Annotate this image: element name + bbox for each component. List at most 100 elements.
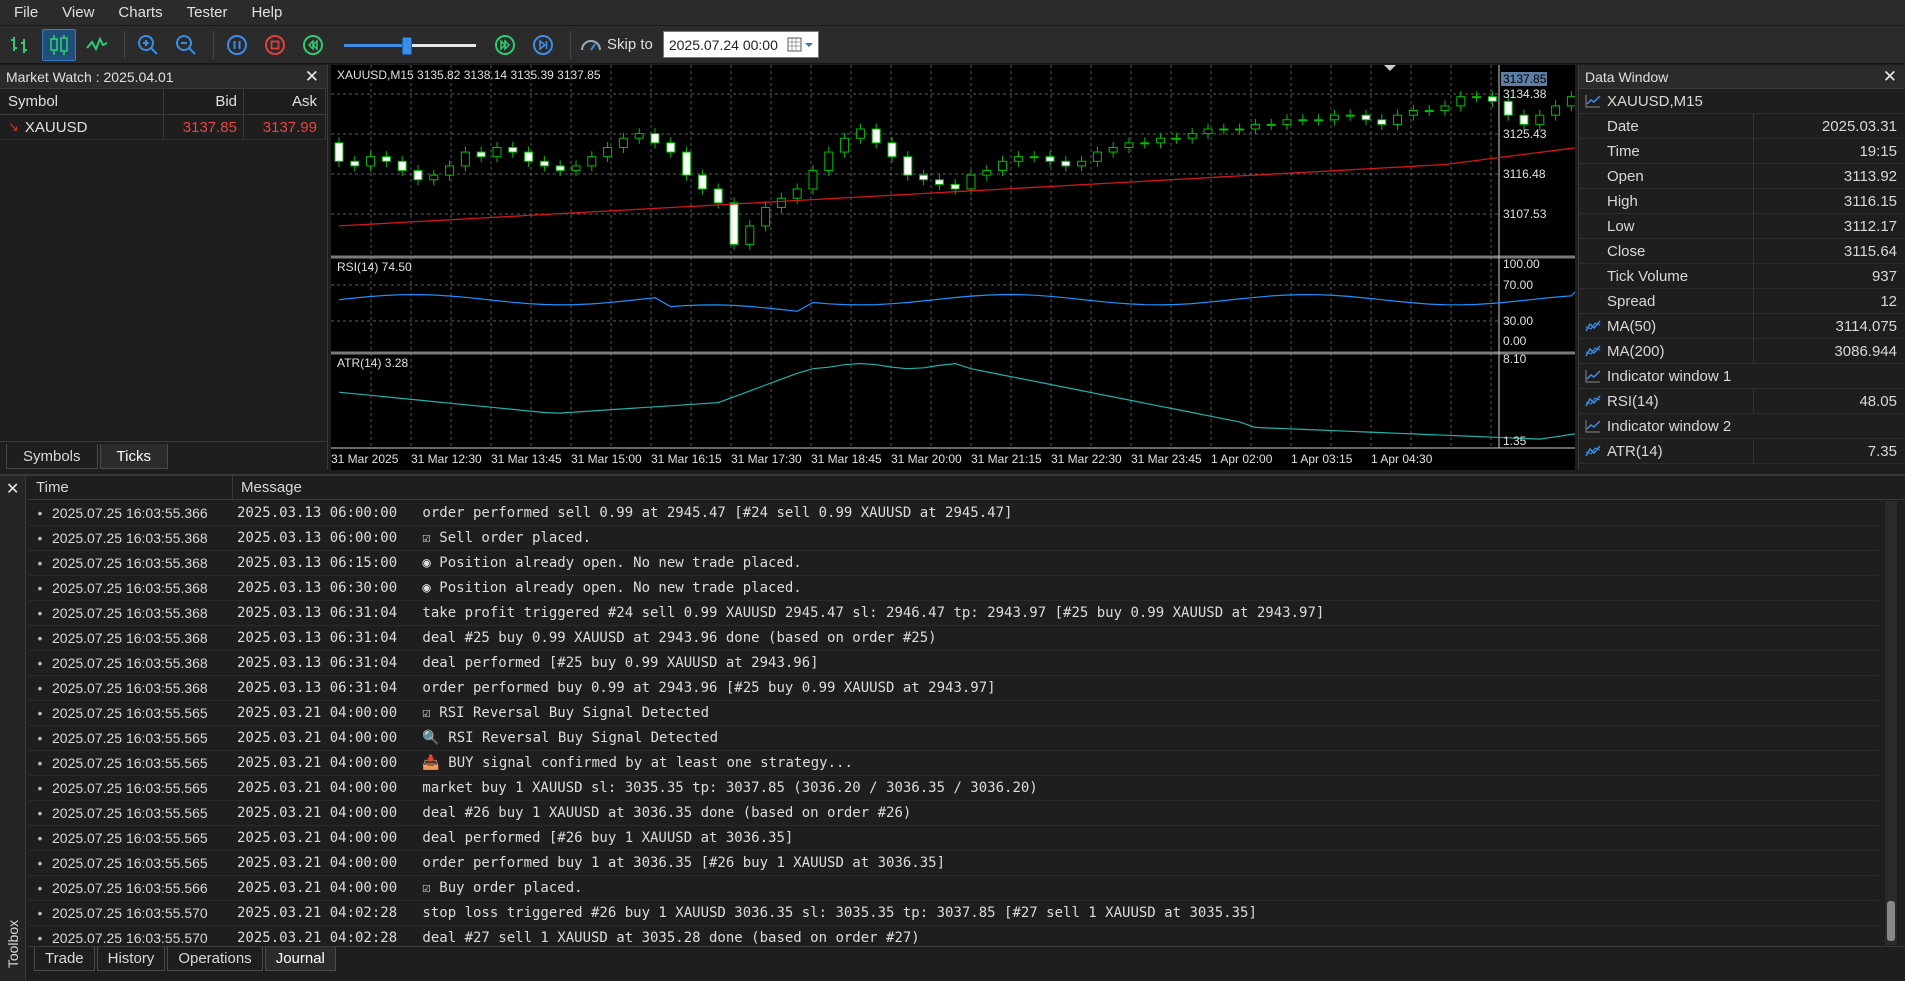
zoom-out-button[interactable] [169, 29, 203, 61]
candle[interactable] [1061, 160, 1071, 167]
candle[interactable] [1077, 160, 1087, 167]
candle[interactable] [1187, 133, 1197, 139]
journal-row[interactable]: • 2025.07.25 16:03:55.565 2025.03.21 04:00… [28, 701, 1878, 726]
candle[interactable] [334, 142, 344, 162]
tab-symbols[interactable]: Symbols [6, 444, 98, 469]
tab-operations[interactable]: Operations [167, 947, 263, 971]
data-window-row[interactable]: MA(50) 3114.075 [1579, 314, 1905, 339]
symbol-row[interactable]: ↘ XAUUSD 3137.85 3137.99 [0, 115, 327, 140]
candle[interactable] [1377, 119, 1387, 125]
tab-ticks[interactable]: Ticks [99, 444, 168, 469]
candle[interactable] [887, 142, 897, 158]
candle[interactable] [682, 151, 692, 176]
journal-row[interactable]: • 2025.07.25 16:03:55.565 2025.03.21 04:00… [28, 826, 1878, 851]
candle[interactable] [1424, 110, 1434, 113]
candle[interactable] [1171, 137, 1181, 140]
column-message[interactable]: Message [241, 479, 302, 496]
candle[interactable] [539, 160, 549, 167]
journal-row[interactable]: • 2025.07.25 16:03:55.566 2025.03.21 04:00… [28, 876, 1878, 901]
journal-row[interactable]: • 2025.07.25 16:03:55.368 2025.03.13 06:31… [28, 601, 1878, 626]
candle[interactable] [1250, 123, 1260, 130]
data-window-row[interactable]: Spread 12 [1579, 289, 1905, 314]
candle[interactable] [855, 128, 865, 139]
candle[interactable] [460, 151, 470, 167]
journal-row[interactable]: • 2025.07.25 16:03:55.565 2025.03.21 04:00… [28, 776, 1878, 801]
indicator-window-2-row[interactable]: Indicator window 2 [1579, 414, 1905, 439]
candle[interactable] [1472, 96, 1482, 99]
bar-chart-button[interactable] [4, 29, 38, 61]
candle[interactable] [1566, 96, 1576, 107]
candle[interactable] [618, 137, 628, 148]
candle[interactable] [1140, 142, 1150, 145]
scrollbar-thumb[interactable] [1887, 901, 1895, 941]
candle[interactable] [381, 156, 391, 162]
candle[interactable] [1124, 142, 1134, 148]
journal-row[interactable]: • 2025.07.25 16:03:55.565 2025.03.21 04:00… [28, 851, 1878, 876]
journal-list[interactable]: • 2025.07.25 16:03:55.366 2025.03.13 06:00… [28, 501, 1878, 945]
candle[interactable] [634, 133, 644, 139]
menu-file[interactable]: File [14, 3, 39, 21]
candle[interactable] [397, 160, 407, 172]
candle[interactable] [982, 170, 992, 176]
candle[interactable] [1203, 128, 1213, 135]
column-symbol[interactable]: Symbol [0, 89, 164, 114]
column-time[interactable]: Time [28, 476, 233, 499]
journal-row[interactable]: • 2025.07.25 16:03:55.565 2025.03.21 04:00… [28, 801, 1878, 826]
column-ask[interactable]: Ask [244, 89, 326, 114]
candle[interactable] [1235, 128, 1245, 131]
data-window-row[interactable]: ATR(14) 7.35 [1579, 439, 1905, 464]
candle[interactable] [666, 142, 676, 153]
candle[interactable] [966, 174, 976, 190]
journal-row[interactable]: • 2025.07.25 16:03:55.368 2025.03.13 06:31… [28, 651, 1878, 676]
tab-journal[interactable]: Journal [264, 947, 336, 971]
journal-row[interactable]: • 2025.07.25 16:03:55.565 2025.03.21 04:00… [28, 726, 1878, 751]
journal-row[interactable]: • 2025.07.25 16:03:55.368 2025.03.13 06:00… [28, 526, 1878, 551]
candle[interactable] [871, 128, 881, 144]
journal-row[interactable]: • 2025.07.25 16:03:55.368 2025.03.13 06:30… [28, 576, 1878, 601]
candle[interactable] [745, 225, 755, 245]
candle[interactable] [366, 156, 376, 167]
candle[interactable] [1329, 114, 1339, 121]
candle[interactable] [919, 174, 929, 181]
candle[interactable] [1314, 119, 1324, 122]
candle[interactable] [808, 170, 818, 190]
price-chart[interactable]: XAUUSD,M15 3135.82 3138.14 3135.39 3137.… [331, 17, 1655, 470]
candle[interactable] [1408, 110, 1418, 116]
stop-button[interactable] [258, 29, 292, 61]
data-window-row[interactable]: Time 19:15 [1579, 139, 1905, 164]
candle[interactable] [1535, 114, 1545, 125]
candle[interactable] [476, 151, 486, 158]
candle[interactable] [761, 206, 771, 227]
candle[interactable] [1519, 114, 1529, 125]
journal-row[interactable]: • 2025.07.25 16:03:55.570 2025.03.21 04:02… [28, 901, 1878, 926]
data-window-row[interactable]: Tick Volume 937 [1579, 264, 1905, 289]
candle[interactable] [1456, 96, 1466, 107]
candle[interactable] [1345, 114, 1355, 117]
candle[interactable] [1361, 114, 1371, 121]
data-window-row[interactable]: Open 3113.92 [1579, 164, 1905, 189]
journal-row[interactable]: • 2025.07.25 16:03:55.368 2025.03.13 06:31… [28, 676, 1878, 701]
menu-tester[interactable]: Tester [186, 3, 228, 21]
speed-slider[interactable] [344, 29, 476, 61]
data-window-row[interactable]: High 3116.15 [1579, 189, 1905, 214]
column-bid[interactable]: Bid [164, 89, 244, 114]
close-icon[interactable]: ✕ [304, 67, 319, 86]
candle[interactable] [413, 170, 423, 181]
candle[interactable] [445, 165, 455, 176]
tab-history[interactable]: History [96, 947, 166, 971]
candle[interactable] [1029, 156, 1039, 159]
menu-help[interactable]: Help [251, 3, 283, 21]
candle[interactable] [776, 197, 786, 208]
close-icon[interactable]: ✕ [1882, 67, 1897, 86]
menu-view[interactable]: View [62, 3, 95, 21]
candle[interactable] [840, 137, 850, 153]
candle[interactable] [1298, 119, 1308, 122]
journal-row[interactable]: • 2025.07.25 16:03:55.366 2025.03.13 06:00… [28, 501, 1878, 526]
skip-to-date-input[interactable]: 2025.07.24 00:00 [662, 31, 819, 58]
data-window-row[interactable]: Low 3112.17 [1579, 214, 1905, 239]
candle[interactable] [729, 202, 739, 245]
candle[interactable] [1219, 128, 1229, 131]
tab-trade[interactable]: Trade [34, 947, 95, 971]
candle[interactable] [508, 146, 518, 153]
candle[interactable] [492, 146, 502, 158]
